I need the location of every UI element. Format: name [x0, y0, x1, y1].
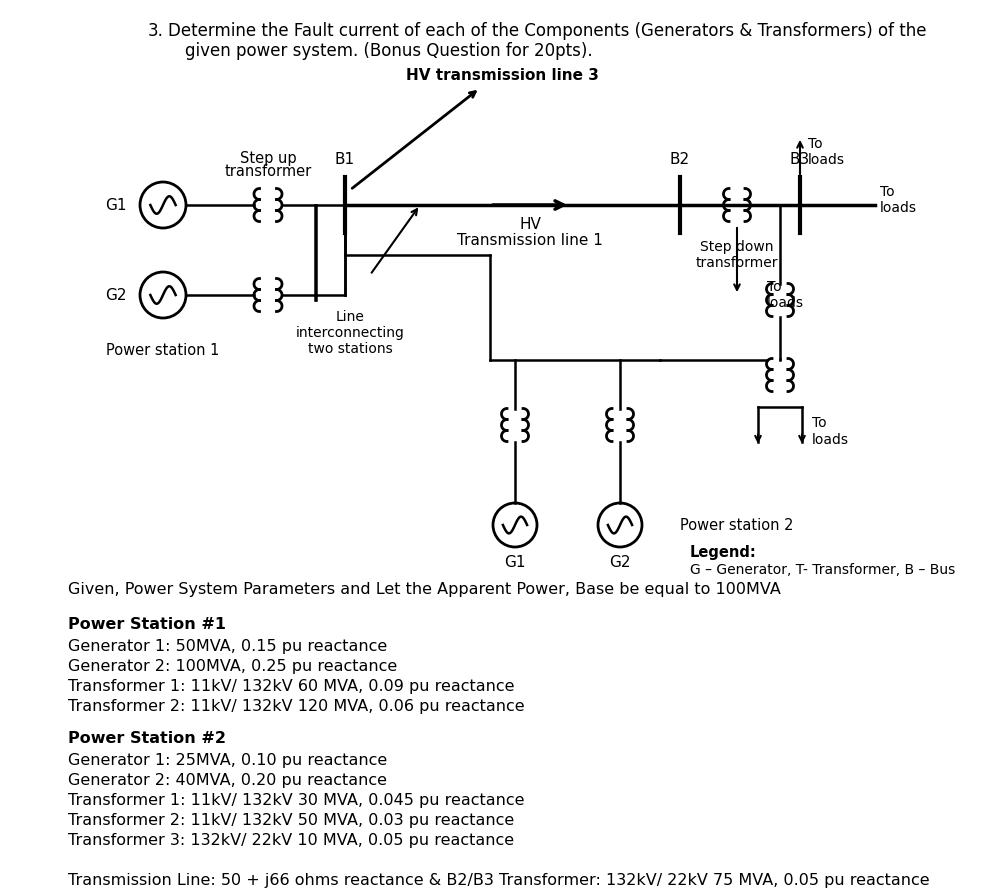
Text: G1: G1 — [505, 555, 526, 570]
Text: To
loads: To loads — [880, 185, 917, 215]
Text: HV transmission line 3: HV transmission line 3 — [406, 68, 598, 83]
Text: Legend:: Legend: — [690, 545, 757, 560]
Text: HV: HV — [519, 217, 541, 232]
Text: B3: B3 — [790, 152, 810, 167]
Text: 3.: 3. — [148, 22, 164, 40]
Text: Transformer 1: 11kV/ 132kV 60 MVA, 0.09 pu reactance: Transformer 1: 11kV/ 132kV 60 MVA, 0.09 … — [68, 679, 515, 694]
Text: Transformer 2: 11kV/ 132kV 120 MVA, 0.06 pu reactance: Transformer 2: 11kV/ 132kV 120 MVA, 0.06… — [68, 699, 525, 714]
Text: Determine the Fault current of each of the Components (Generators & Transformers: Determine the Fault current of each of t… — [168, 22, 927, 40]
Text: Given, Power System Parameters and Let the Apparent Power, Base be equal to 100M: Given, Power System Parameters and Let t… — [68, 582, 781, 597]
Text: G2: G2 — [609, 555, 631, 570]
Text: Transmission line 1: Transmission line 1 — [457, 233, 603, 248]
Text: Transformer 3: 132kV/ 22kV 10 MVA, 0.05 pu reactance: Transformer 3: 132kV/ 22kV 10 MVA, 0.05 … — [68, 833, 515, 848]
Text: To
loads: To loads — [767, 280, 804, 310]
Text: G – Generator, T- Transformer, B – Bus: G – Generator, T- Transformer, B – Bus — [690, 563, 955, 577]
Text: G1: G1 — [106, 198, 127, 213]
Text: Transformer 2: 11kV/ 132kV 50 MVA, 0.03 pu reactance: Transformer 2: 11kV/ 132kV 50 MVA, 0.03 … — [68, 813, 515, 828]
Text: Line
interconnecting
two stations: Line interconnecting two stations — [295, 310, 404, 357]
Text: Generator 2: 40MVA, 0.20 pu reactance: Generator 2: 40MVA, 0.20 pu reactance — [68, 773, 387, 788]
Text: To
loads: To loads — [808, 137, 845, 167]
Text: B1: B1 — [335, 152, 355, 167]
Text: Step down
transformer: Step down transformer — [695, 240, 778, 270]
Text: Generator 1: 25MVA, 0.10 pu reactance: Generator 1: 25MVA, 0.10 pu reactance — [68, 753, 387, 768]
Text: Transformer 1: 11kV/ 132kV 30 MVA, 0.045 pu reactance: Transformer 1: 11kV/ 132kV 30 MVA, 0.045… — [68, 793, 525, 808]
Text: given power system. (Bonus Question for 20pts).: given power system. (Bonus Question for … — [185, 42, 593, 60]
Text: Power station 2: Power station 2 — [680, 518, 794, 533]
Text: Power station 1: Power station 1 — [107, 343, 220, 358]
Text: G2: G2 — [106, 288, 127, 302]
Text: Power Station #2: Power Station #2 — [68, 731, 226, 746]
Text: Transmission Line: 50 + j66 ohms reactance & B2/B3 Transformer: 132kV/ 22kV 75 M: Transmission Line: 50 + j66 ohms reactan… — [68, 873, 930, 888]
Text: Generator 2: 100MVA, 0.25 pu reactance: Generator 2: 100MVA, 0.25 pu reactance — [68, 659, 397, 674]
Text: Power Station #1: Power Station #1 — [68, 617, 226, 632]
Text: To
loads: To loads — [812, 417, 849, 447]
Text: Generator 1: 50MVA, 0.15 pu reactance: Generator 1: 50MVA, 0.15 pu reactance — [68, 639, 387, 654]
Text: B2: B2 — [670, 152, 690, 167]
Text: transformer: transformer — [224, 164, 312, 179]
Text: Step up: Step up — [239, 151, 296, 166]
